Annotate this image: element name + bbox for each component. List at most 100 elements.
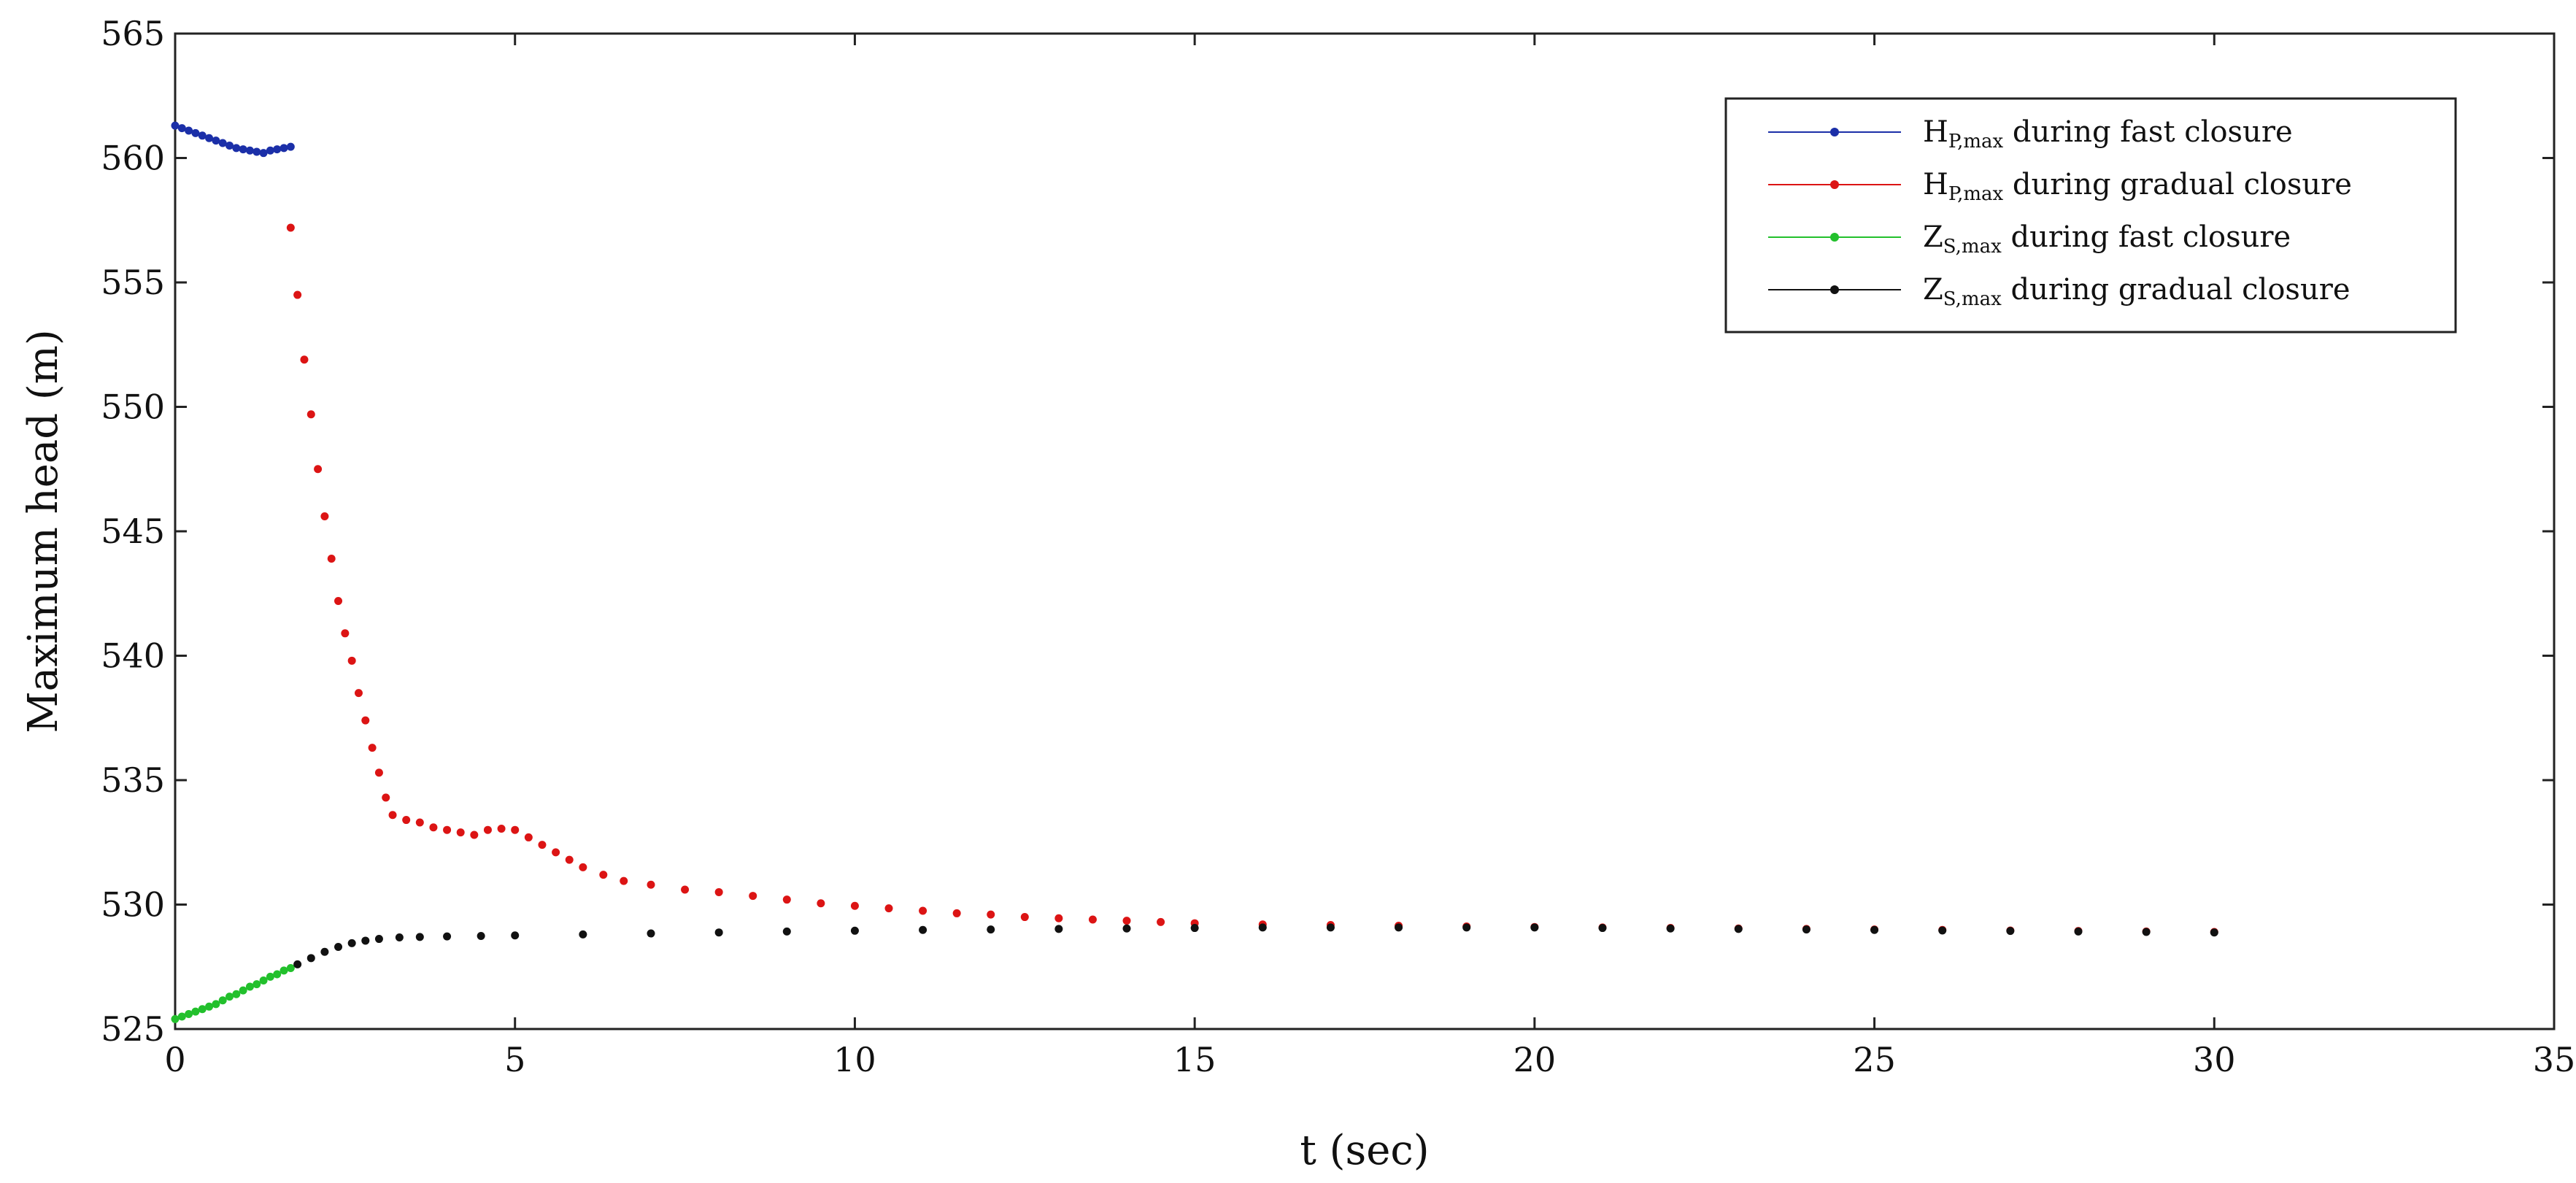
data-point — [884, 904, 893, 913]
data-point — [429, 823, 438, 832]
data-point — [239, 986, 247, 995]
data-point — [919, 906, 928, 915]
data-point — [1395, 923, 1403, 932]
data-point — [2210, 928, 2218, 937]
data-point — [225, 141, 234, 150]
data-point — [341, 629, 350, 638]
data-point — [1122, 917, 1131, 925]
x-axis-title: t (sec) — [1300, 1127, 1429, 1174]
data-point — [191, 128, 200, 137]
data-point — [1020, 913, 1029, 922]
y-tick-label: 560 — [101, 139, 165, 178]
data-point — [782, 895, 791, 904]
data-point — [1326, 923, 1335, 932]
y-axis-title: Maximum head (m) — [20, 329, 67, 733]
data-point — [374, 935, 383, 944]
data-point — [320, 512, 329, 521]
data-point — [334, 942, 343, 951]
data-point — [1462, 923, 1471, 932]
data-point — [919, 925, 928, 934]
legend-label-rest: during fast closure — [2003, 115, 2292, 149]
legend-box — [1724, 97, 2457, 334]
data-point — [300, 355, 309, 364]
data-point — [212, 1000, 220, 1009]
data-point — [177, 124, 186, 133]
data-point — [218, 139, 227, 147]
legend-label-subscript: P,max — [1948, 131, 2004, 153]
data-point — [1530, 923, 1539, 932]
data-point — [599, 871, 608, 879]
data-point — [1802, 925, 1810, 934]
legend-label-subscript: S,max — [1943, 288, 2002, 310]
data-point — [952, 909, 961, 917]
data-point — [565, 855, 574, 864]
data-point — [279, 966, 288, 975]
data-point — [1598, 924, 1607, 933]
data-point — [368, 744, 377, 752]
legend-label-subscript: P,max — [1948, 183, 2004, 205]
data-point — [382, 793, 390, 802]
data-point — [185, 126, 193, 135]
data-point — [286, 963, 295, 972]
data-point — [347, 939, 356, 947]
legend-label-main: H — [1923, 168, 1948, 201]
data-point — [415, 933, 424, 941]
legend-label: HP,max during gradual closure — [1923, 168, 2352, 205]
data-point — [245, 982, 254, 991]
data-point — [511, 931, 520, 940]
legend-label: HP,max during fast closure — [1923, 115, 2293, 153]
data-point — [2006, 927, 2015, 936]
legend-label-main: H — [1923, 115, 1948, 149]
data-point — [1938, 926, 1947, 935]
data-point — [443, 825, 452, 834]
data-point — [347, 656, 356, 665]
legend-label-rest: during gradual closure — [2003, 168, 2352, 201]
data-point — [1666, 924, 1675, 933]
data-point — [620, 876, 628, 885]
data-point — [552, 848, 560, 857]
legend-label-main: Z — [1923, 220, 1943, 254]
data-point — [850, 901, 859, 910]
data-point — [293, 960, 302, 968]
data-point — [273, 970, 282, 979]
data-point — [259, 976, 268, 985]
legend-label-rest: during gradual closure — [2002, 273, 2351, 307]
legend-marker — [1830, 285, 1839, 294]
data-point — [245, 146, 254, 155]
y-tick-label: 545 — [101, 512, 165, 551]
legend-marker — [1830, 180, 1839, 189]
data-point — [225, 993, 234, 1001]
data-point — [191, 1007, 200, 1016]
data-point — [1122, 924, 1131, 933]
data-point — [361, 716, 370, 725]
data-point — [252, 980, 261, 989]
data-point — [252, 147, 261, 156]
data-point — [470, 831, 479, 839]
y-tick-label: 525 — [101, 1009, 165, 1049]
series-layer — [171, 121, 2218, 1023]
data-point — [266, 972, 274, 981]
legend-label-subscript: S,max — [1943, 236, 2002, 258]
series-2 — [171, 963, 295, 1023]
y-tick-label: 555 — [101, 263, 165, 302]
data-point — [511, 825, 520, 834]
data-point — [2074, 927, 2083, 936]
x-ticks: 0 5 10 15 20 25 30 35 — [164, 34, 2575, 1079]
legend-label-rest: during fast closure — [2002, 220, 2291, 254]
data-point — [279, 144, 288, 153]
y-tick-label: 530 — [101, 885, 165, 925]
data-point — [714, 887, 723, 896]
legend-marker — [1830, 128, 1839, 136]
data-point — [171, 121, 180, 130]
data-point — [782, 927, 791, 936]
data-point — [374, 768, 383, 777]
data-point — [327, 555, 336, 563]
x-tick-label: 35 — [2533, 1040, 2576, 1079]
data-point — [497, 824, 506, 833]
data-point — [538, 841, 547, 849]
y-ticks: 525 530 535 540 545 550 555 560 565 — [101, 14, 2554, 1049]
data-point — [415, 818, 424, 827]
x-tick-label: 20 — [1513, 1040, 1557, 1079]
data-point — [443, 932, 452, 941]
